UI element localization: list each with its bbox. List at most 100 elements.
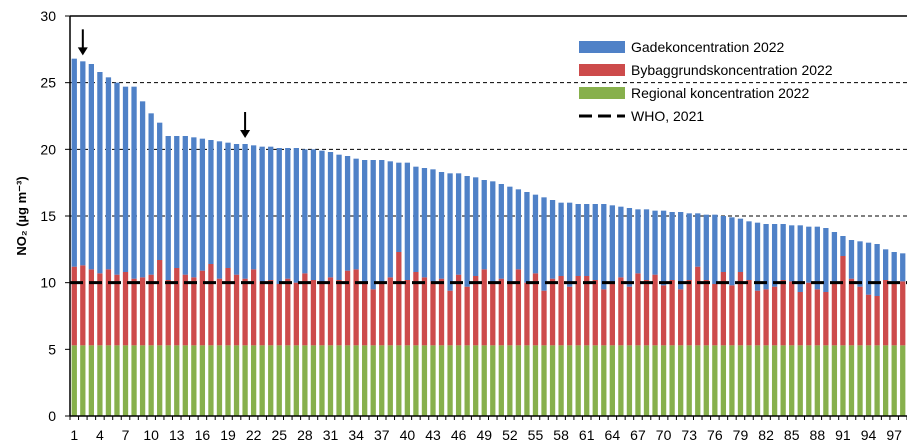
bar-bybaggrund: [549, 278, 556, 346]
x-tick-label: 94: [861, 427, 877, 443]
bar-bybaggrund: [678, 289, 684, 346]
bar-bybaggrund: [319, 284, 325, 346]
bar-bybaggrund: [686, 280, 692, 346]
bar-gade: [157, 122, 163, 261]
bar-gade: [276, 148, 282, 284]
bar-gade: [549, 200, 556, 279]
bar-gade: [413, 166, 419, 272]
x-tick-label: 64: [605, 427, 621, 443]
bar-bybaggrund: [584, 276, 590, 346]
bar-regional: [626, 345, 633, 416]
bar-gade: [729, 217, 735, 286]
bar-gade: [712, 214, 718, 284]
bar-regional: [686, 345, 692, 416]
bar-bybaggrund: [404, 280, 411, 346]
bar-gade: [114, 82, 120, 275]
bar-regional: [780, 345, 786, 416]
bar-regional: [703, 345, 709, 416]
bar-bybaggrund: [481, 269, 487, 346]
bar-regional: [336, 345, 342, 416]
bar-regional: [387, 345, 393, 416]
bar-regional: [840, 345, 846, 416]
bar-regional: [771, 345, 778, 416]
bar-stack: [293, 148, 299, 416]
legend-swatch: [579, 87, 625, 99]
bar-gade: [626, 208, 633, 287]
bar-bybaggrund: [763, 289, 769, 346]
y-tick-label: 25: [40, 75, 56, 91]
bar-gade: [71, 58, 77, 267]
bar-regional: [652, 345, 658, 416]
bar-bybaggrund: [592, 280, 598, 346]
bar-regional: [754, 345, 761, 416]
bar-stack: [635, 209, 641, 416]
bar-gade: [293, 148, 299, 283]
bar-regional: [763, 345, 769, 416]
bar-stack: [660, 210, 667, 416]
bar-regional: [712, 345, 718, 416]
bar-bybaggrund: [626, 286, 633, 346]
bar-gade: [336, 154, 342, 280]
bar-gade: [806, 226, 812, 283]
bar-regional: [498, 345, 504, 416]
bar-stack: [310, 149, 317, 416]
bar-bybaggrund: [754, 290, 761, 346]
bar-bybaggrund: [575, 276, 581, 346]
bar-regional: [797, 345, 803, 416]
bar-gade: [105, 77, 112, 270]
bar-gade: [831, 232, 838, 282]
bar-regional: [105, 345, 112, 416]
bar-regional: [481, 345, 487, 416]
bar-gade: [498, 184, 504, 279]
bar-bybaggrund: [421, 277, 428, 346]
x-tick-label: 49: [476, 427, 492, 443]
bar-gade: [268, 146, 274, 280]
bar-bybaggrund: [353, 269, 359, 346]
bar-bybaggrund: [225, 268, 231, 346]
bar-gade: [746, 221, 752, 280]
bar-bybaggrund: [797, 292, 803, 346]
bar-bybaggrund: [105, 269, 112, 346]
bar-stack: [148, 113, 154, 416]
bar-stack: [327, 152, 334, 416]
bar-bybaggrund: [370, 289, 376, 346]
bar-stack: [225, 142, 231, 416]
bar-regional: [695, 345, 701, 416]
bar-stack: [643, 209, 650, 416]
bar-regional: [806, 345, 812, 416]
bar-gade: [566, 202, 573, 287]
bar-bybaggrund: [883, 280, 889, 346]
bar-bybaggrund: [652, 274, 658, 346]
bar-gade: [840, 236, 846, 256]
bar-bybaggrund: [191, 277, 197, 346]
x-tick-label: 16: [195, 427, 211, 443]
x-tick-label: 43: [425, 427, 441, 443]
bar-gade: [387, 161, 393, 278]
bar-gade: [131, 86, 137, 279]
bar-bybaggrund: [900, 281, 906, 346]
bar-gade: [575, 204, 581, 276]
bar-gade: [208, 140, 214, 264]
bar-gade: [789, 225, 795, 282]
y-tick-label: 30: [40, 8, 56, 24]
x-tick-label: 97: [886, 427, 902, 443]
bar-stack: [669, 212, 675, 416]
bar-bybaggrund: [515, 269, 522, 346]
bar-stack: [515, 189, 522, 416]
bar-gade: [259, 146, 265, 282]
bar-regional: [174, 345, 180, 416]
bar-gade: [370, 160, 376, 290]
x-tick-label: 76: [707, 427, 723, 443]
bar-bybaggrund: [430, 281, 436, 346]
bar-bybaggrund: [148, 274, 154, 346]
bar-stack: [865, 242, 872, 416]
x-tick-label: 67: [630, 427, 646, 443]
x-tick-label: 40: [400, 427, 416, 443]
x-tick-label: 31: [323, 427, 339, 443]
bar-regional: [199, 345, 206, 416]
bar-stack: [652, 210, 658, 416]
bar-bybaggrund: [814, 289, 820, 346]
bar-gade: [310, 149, 317, 280]
bar-regional: [814, 345, 820, 416]
